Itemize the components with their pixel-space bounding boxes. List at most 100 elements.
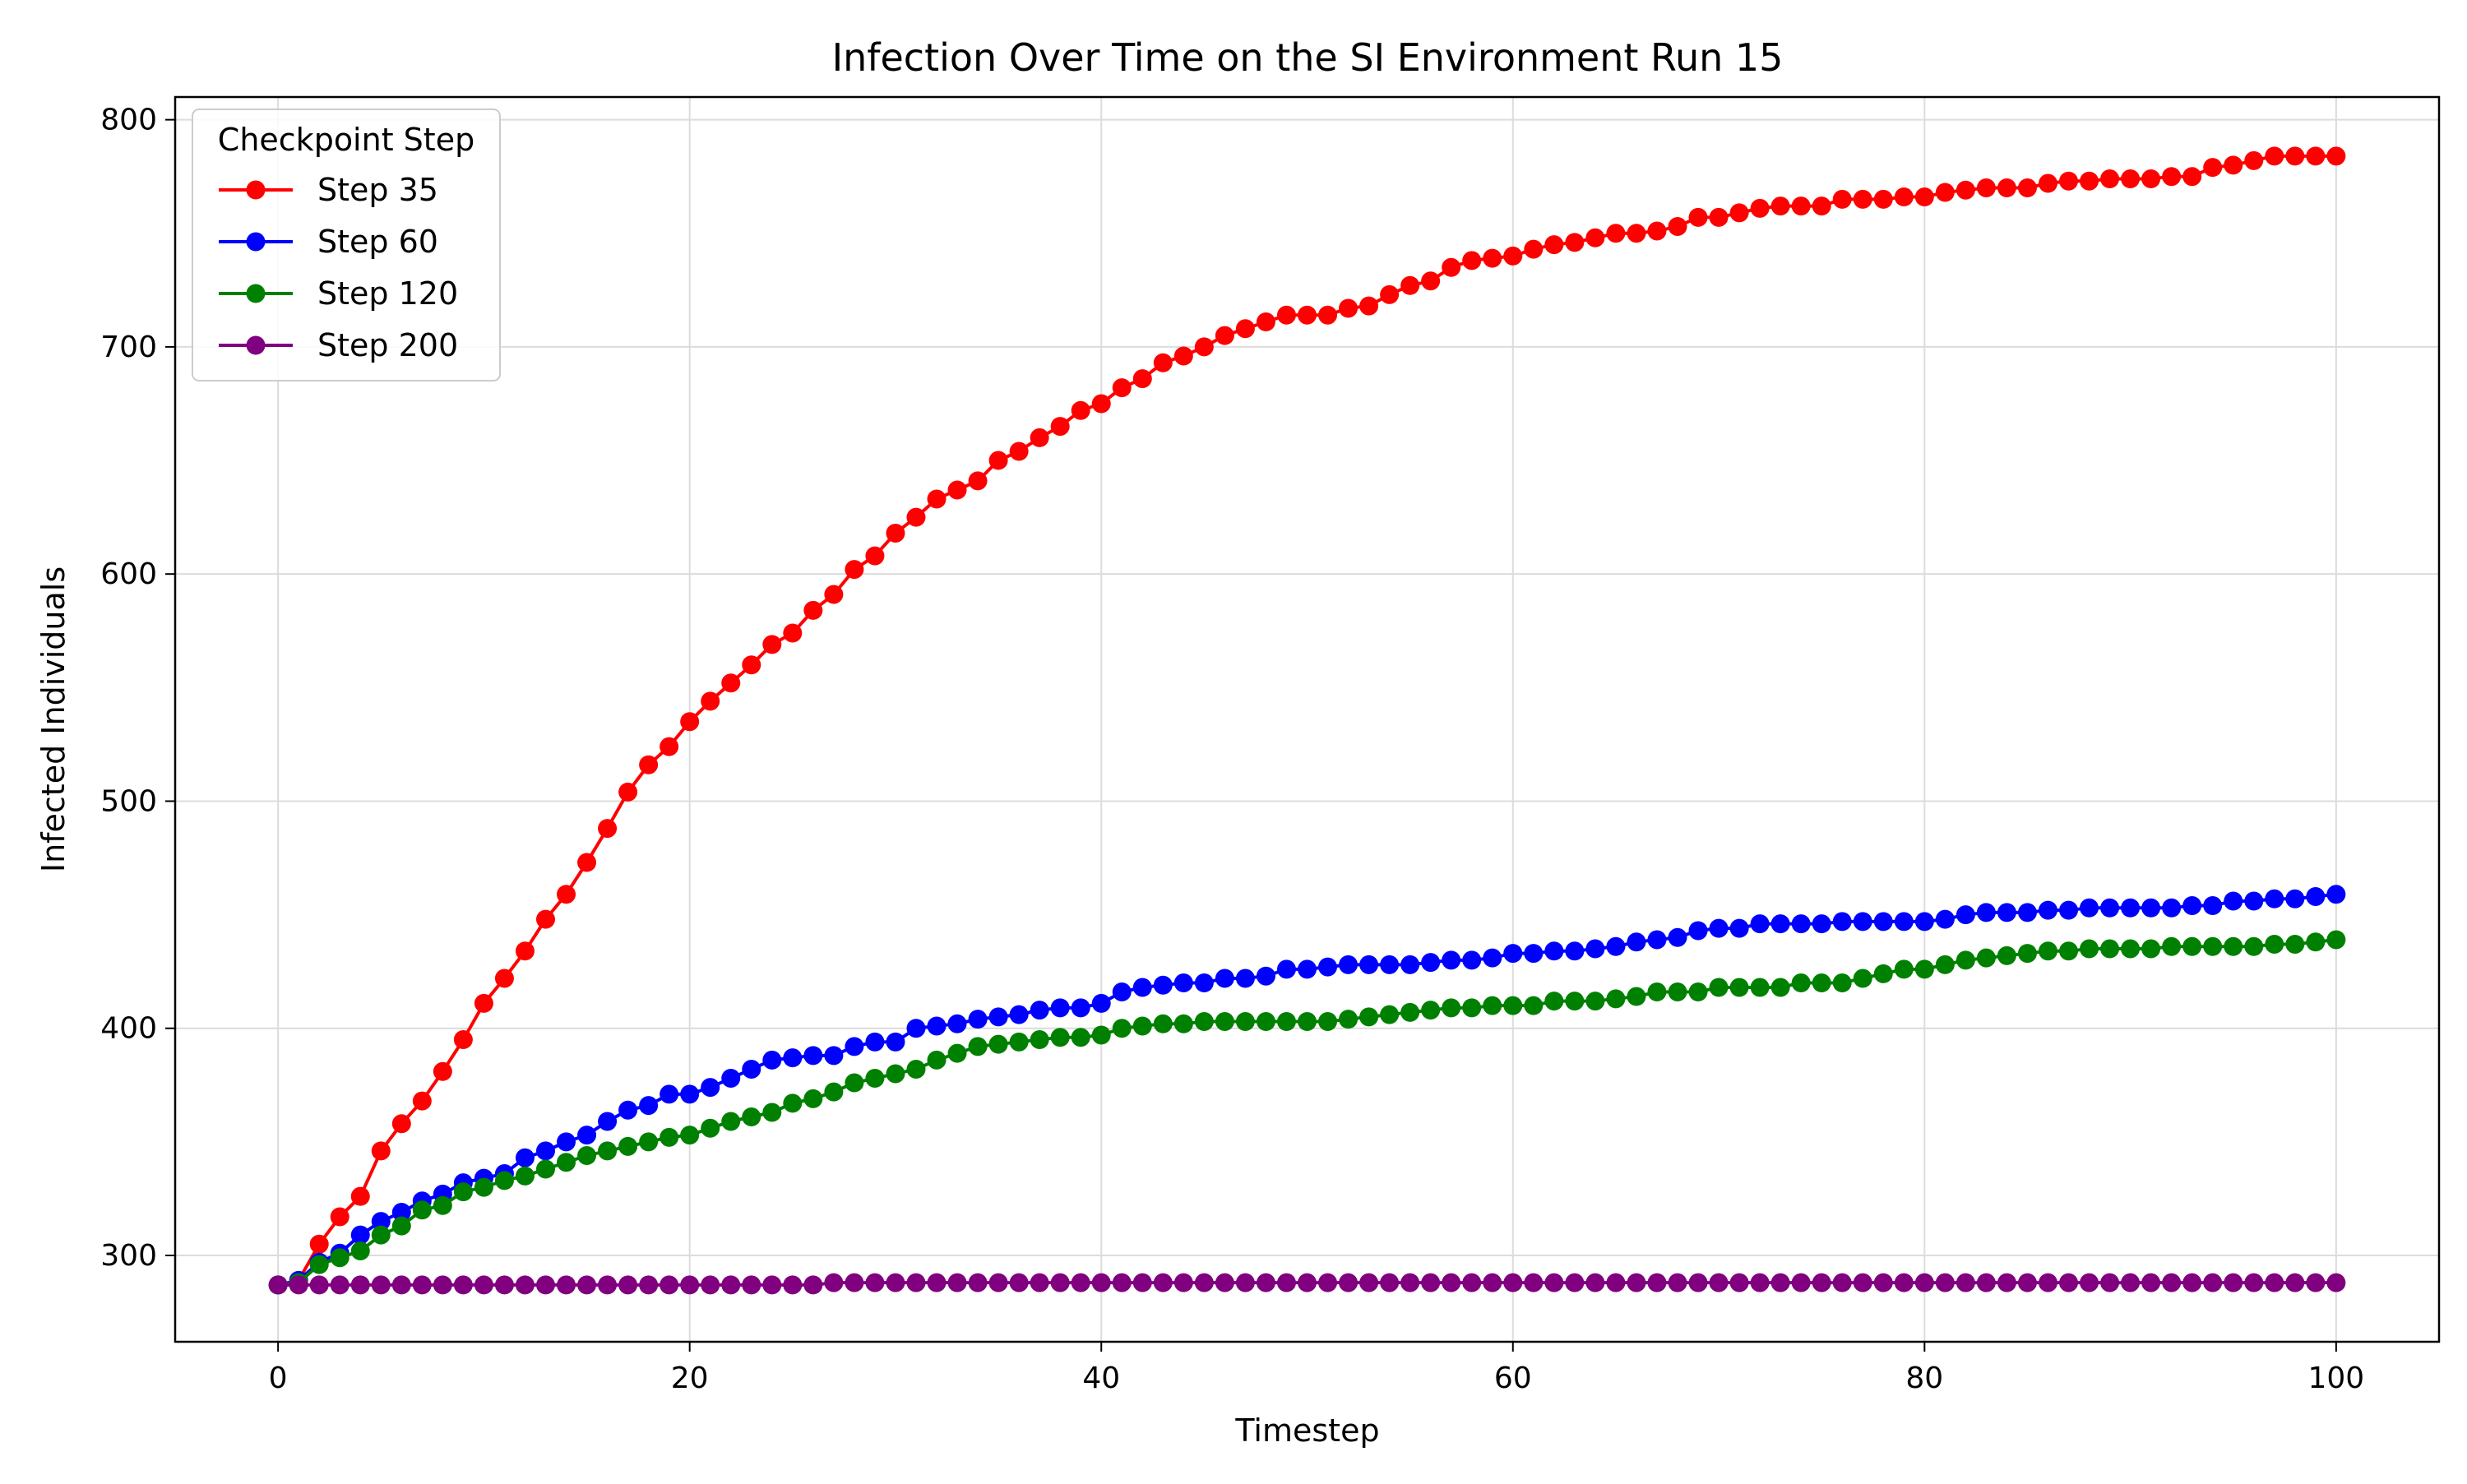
data-point <box>1956 905 1975 925</box>
data-point <box>927 1050 947 1070</box>
data-point <box>1873 1273 1893 1292</box>
legend-item: Step 60 <box>219 224 438 260</box>
data-point <box>2285 889 2305 908</box>
data-point <box>557 1153 576 1172</box>
data-point <box>660 1275 679 1295</box>
data-point <box>2203 936 2223 956</box>
data-point <box>350 1275 370 1295</box>
data-point <box>309 1255 329 1274</box>
data-point <box>1791 1273 1811 1292</box>
data-point <box>1853 1273 1872 1292</box>
data-point <box>1709 1273 1729 1292</box>
data-point <box>1997 1273 2016 1292</box>
y-tick-label: 700 <box>100 331 157 364</box>
data-point <box>1914 959 1934 979</box>
data-point <box>557 1132 576 1152</box>
data-point <box>598 1112 618 1131</box>
data-point <box>1194 337 1214 357</box>
data-point <box>1091 1273 1111 1292</box>
data-point <box>433 1061 452 1081</box>
data-point <box>535 1275 555 1295</box>
data-point <box>886 523 905 543</box>
data-point <box>1359 296 1379 316</box>
data-point <box>1173 346 1193 366</box>
data-point <box>1276 959 1296 979</box>
data-point <box>968 1010 988 1029</box>
x-tick-label: 0 <box>269 1361 288 1395</box>
data-point <box>1585 939 1605 959</box>
data-point <box>1709 978 1729 997</box>
data-point <box>1132 1273 1152 1292</box>
data-point <box>2326 930 2346 950</box>
data-point <box>1873 912 1893 932</box>
data-point <box>1729 203 1749 223</box>
data-point <box>453 1182 473 1202</box>
data-point <box>2224 1273 2243 1292</box>
y-tick-label: 400 <box>100 1012 157 1046</box>
data-point <box>886 1032 905 1052</box>
data-point <box>1976 903 1996 922</box>
data-point <box>988 1007 1008 1027</box>
data-point <box>1359 1007 1379 1027</box>
data-point <box>1215 969 1234 988</box>
data-point <box>2203 1273 2223 1292</box>
data-point <box>988 1034 1008 1054</box>
data-point <box>1276 305 1296 325</box>
data-point <box>1112 378 1132 398</box>
data-point <box>1565 233 1585 252</box>
data-point <box>1112 1019 1132 1038</box>
data-point <box>2121 939 2141 959</box>
data-point <box>453 1030 473 1050</box>
data-point <box>577 1145 597 1165</box>
legend-item: Step 35 <box>219 172 438 208</box>
data-point <box>1380 1273 1400 1292</box>
series-step-60 <box>268 885 2346 1295</box>
data-point <box>1009 1032 1029 1052</box>
data-point <box>865 546 885 566</box>
data-point <box>2182 936 2202 956</box>
data-point <box>598 1275 618 1295</box>
data-point <box>803 1275 823 1295</box>
data-point <box>824 1273 844 1292</box>
data-point <box>2141 898 2161 918</box>
data-point <box>2059 171 2079 191</box>
data-point <box>1194 1011 1214 1031</box>
data-point <box>2285 935 2305 955</box>
data-point <box>1091 993 1111 1013</box>
data-point <box>453 1275 473 1295</box>
data-point <box>1832 912 1852 932</box>
data-point <box>1873 189 1893 209</box>
data-point <box>391 1203 411 1223</box>
data-point <box>1894 187 1914 207</box>
data-point <box>1894 912 1914 932</box>
data-point <box>824 1046 844 1066</box>
data-point <box>391 1275 411 1295</box>
x-tick-label: 100 <box>2308 1361 2365 1395</box>
data-point <box>639 1275 659 1295</box>
data-point <box>1503 996 1523 1015</box>
data-point <box>330 1248 349 1268</box>
data-point <box>515 1166 535 1186</box>
data-point <box>1585 228 1605 247</box>
data-point <box>1729 1273 1749 1292</box>
data-point <box>1976 948 1996 968</box>
legend-title: Checkpoint Step <box>218 122 474 158</box>
data-point <box>1853 912 1872 932</box>
data-point <box>680 1275 700 1295</box>
data-point <box>268 1275 288 1295</box>
data-point <box>1318 305 1338 325</box>
y-tick-label: 500 <box>100 784 157 818</box>
data-point <box>1668 1273 1687 1292</box>
data-point <box>1688 982 1708 1002</box>
data-point <box>2141 169 2161 188</box>
data-point <box>639 1132 659 1152</box>
data-point <box>1729 918 1749 938</box>
data-point <box>1770 196 1790 216</box>
chart-title: Infection Over Time on the SI Environmen… <box>832 35 1784 80</box>
data-point <box>1997 945 2016 965</box>
data-point <box>947 1014 967 1033</box>
data-point <box>1544 235 1564 255</box>
data-point <box>968 1273 988 1292</box>
data-point <box>494 1275 514 1295</box>
